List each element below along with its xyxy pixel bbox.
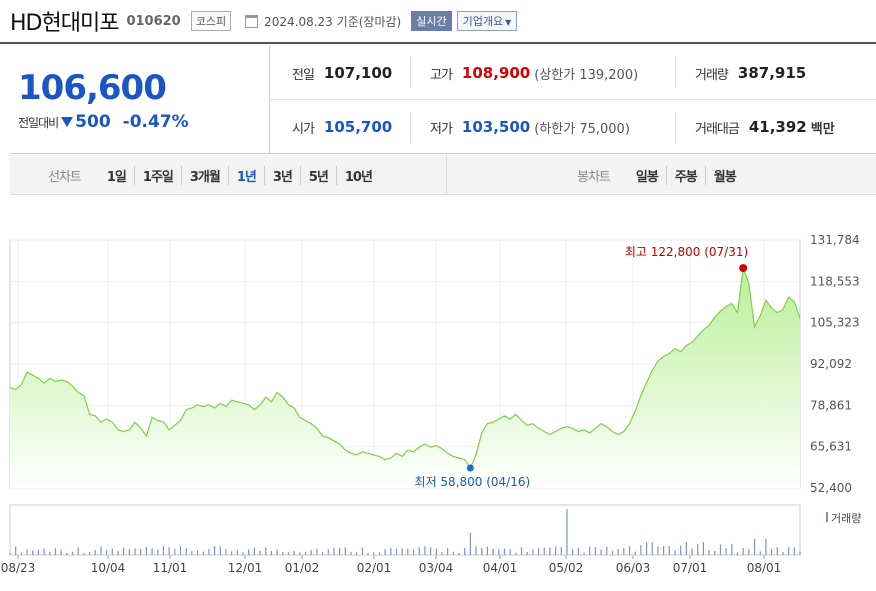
high-point-marker: [739, 264, 748, 273]
low-annotation: 최저 58,800 (04/16): [415, 475, 531, 489]
change-label: 전일대비: [18, 115, 59, 130]
y-tick-label: 78,861: [810, 398, 852, 412]
price-info-grid: 전일 107,100 고가 108,900 (상한가 139,200) 거래량 387,…: [270, 46, 876, 154]
info-row: 전일 107,100 고가 108,900 (상한가 139,200) 거래량 387,…: [270, 46, 876, 100]
info-row: 시가 105,700 저가 103,500 (하한가 75,000) 거래대금 41,3…: [270, 100, 876, 154]
caret-down-icon: ▼: [505, 18, 512, 27]
price-area-fill: [10, 268, 800, 488]
company-info-button[interactable]: 기업개요 ▼: [456, 11, 518, 31]
x-tick-label: 12/01: [228, 561, 263, 575]
date-text: 2024.08.23 기준(장마감): [264, 14, 402, 29]
market-badge: 코스피: [190, 11, 232, 31]
calendar-icon: [245, 14, 259, 28]
stock-code: 010620: [126, 13, 181, 29]
divider: [410, 58, 411, 88]
stock-header: HD현대미포 010620 코스피 2024.08.23 기준(장마감) 실시간…: [0, 0, 876, 44]
current-price: 106,600: [18, 68, 167, 108]
divider: [675, 112, 676, 142]
price-chart: 131,784 118,553 105,323 92,092 78,861 65,631 5…: [0, 200, 876, 587]
low-point-marker: [466, 464, 474, 472]
change-row: 전일대비 500 -0.47%: [18, 112, 189, 132]
period-3m[interactable]: 3개월: [180, 165, 228, 185]
divider: [410, 112, 411, 142]
high-annotation: 최고 122,800 (07/31): [625, 245, 748, 259]
prev-close: 전일 107,100: [292, 64, 393, 83]
x-tick-label: 05/02: [549, 561, 584, 575]
price-summary: 106,600 전일대비 500 -0.47% 전일 107,100 고가 108,…: [10, 46, 876, 154]
x-tick-label: 06/03: [616, 561, 651, 575]
candle-chart-title: 봉차트: [577, 169, 611, 185]
x-tick-label: 08/01: [747, 561, 782, 575]
volume-legend-swatch: [826, 512, 828, 522]
trading-amount: 거래대금 41,392 백만: [695, 118, 835, 137]
x-tick-label: 07/01: [673, 561, 708, 575]
change-percent: -0.47%: [122, 112, 189, 132]
price-line: [9, 267, 801, 470]
period-1d[interactable]: 1일: [106, 169, 127, 185]
volume-legend: 거래량: [831, 512, 861, 525]
period-5y[interactable]: 5년: [299, 165, 336, 185]
x-tick-label: 11/01: [153, 561, 188, 575]
price-chart-svg: 131,784 118,553 105,323 92,092 78,861 65,631 5…: [1, 233, 862, 575]
line-chart-periods: 선차트 1일 1주일 3개월 1년 3년 5년 10년: [10, 155, 446, 195]
chart-period-bar: 선차트 1일 1주일 3개월 1년 3년 5년 10년 봉차트 일봉 주봉 월봉: [10, 155, 876, 195]
low-price: 저가 103,500 (하한가 75,000): [430, 118, 630, 137]
x-tick-label: 04/01: [483, 561, 518, 575]
period-1y[interactable]: 1년: [227, 165, 264, 185]
x-tick-label: 08/23: [1, 561, 36, 575]
y-tick-label: 131,784: [810, 233, 860, 247]
y-tick-label: 52,400: [810, 481, 852, 495]
candle-monthly[interactable]: 월봉: [704, 165, 744, 185]
volume-frame: [9, 504, 801, 556]
volume: 거래량 387,915: [695, 64, 807, 83]
x-tick-label: 03/04: [419, 561, 454, 575]
high-price: 고가 108,900 (상한가 139,200): [430, 64, 639, 83]
candle-daily[interactable]: 일봉: [635, 169, 659, 185]
x-tick-label: 01/02: [285, 561, 320, 575]
x-tick-label: 10/04: [91, 561, 126, 575]
current-price-box: 106,600 전일대비 500 -0.47%: [10, 46, 270, 154]
divider: [675, 58, 676, 88]
period-10y[interactable]: 10년: [335, 165, 380, 185]
open-price: 시가 105,700: [292, 118, 393, 137]
stock-name: HD현대미포: [10, 11, 119, 36]
y-tick-label: 105,323: [810, 316, 860, 330]
down-arrow-icon: [61, 117, 74, 127]
period-3y[interactable]: 3년: [263, 165, 300, 185]
x-tick-label: 02/01: [357, 561, 392, 575]
candle-chart-periods: 봉차트 일봉 주봉 월봉: [446, 155, 876, 195]
y-tick-label: 65,631: [810, 440, 852, 454]
y-tick-label: 92,092: [810, 357, 852, 371]
y-tick-label: 118,553: [810, 274, 860, 288]
candle-weekly[interactable]: 주봉: [665, 165, 705, 185]
change-value: 500: [75, 112, 111, 132]
period-1w[interactable]: 1주일: [133, 165, 181, 185]
realtime-button[interactable]: 실시간: [411, 11, 452, 31]
line-chart-title: 선차트: [48, 169, 82, 185]
